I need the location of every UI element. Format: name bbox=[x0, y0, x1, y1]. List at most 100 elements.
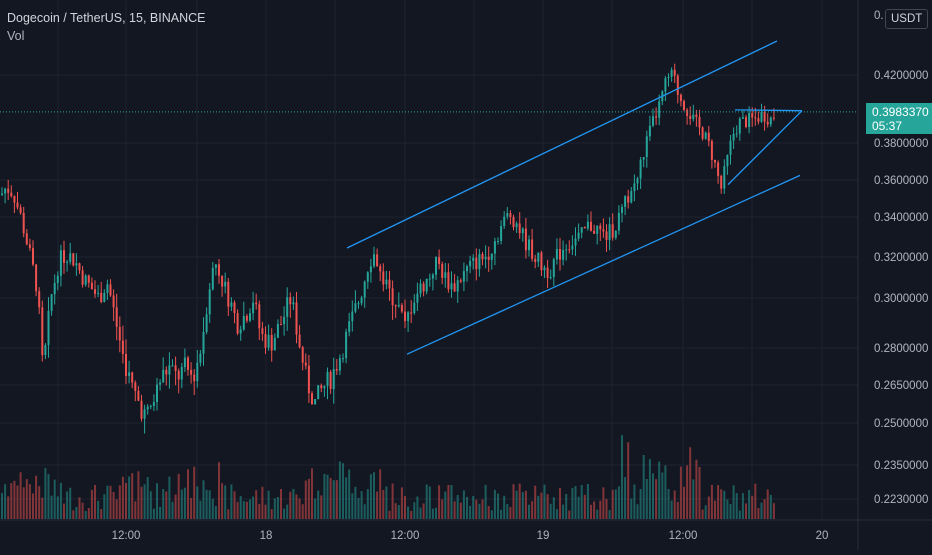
volume-bar bbox=[481, 499, 484, 519]
volume-bar bbox=[583, 494, 586, 519]
volume-bar bbox=[475, 499, 478, 519]
volume-bar bbox=[94, 484, 96, 519]
candle-body bbox=[707, 132, 710, 142]
candle-body bbox=[221, 275, 224, 287]
volume-bar bbox=[450, 484, 453, 519]
volume-bar bbox=[13, 480, 16, 519]
candle-body bbox=[617, 212, 620, 231]
price-tick-label: 0.2800000 bbox=[874, 343, 928, 355]
candle-body bbox=[689, 115, 692, 120]
candle-body bbox=[314, 399, 317, 405]
candle-body bbox=[475, 257, 478, 270]
candle-body bbox=[655, 116, 658, 118]
volume-bar bbox=[165, 491, 168, 519]
candle-body bbox=[351, 311, 354, 322]
price-tick-label: 0.3400000 bbox=[874, 212, 928, 224]
volume-bar bbox=[503, 495, 506, 519]
volume-bar bbox=[568, 510, 571, 519]
price-tick-label: 0.2350000 bbox=[874, 460, 928, 472]
candle-body bbox=[639, 159, 642, 179]
candle-body bbox=[391, 288, 394, 306]
candle-body bbox=[472, 257, 475, 261]
candle-body bbox=[174, 365, 177, 371]
last-price-badge: 0.3983370 05:37 bbox=[866, 103, 932, 134]
candle-body bbox=[66, 261, 69, 263]
candle-body bbox=[376, 254, 379, 267]
volume-bar bbox=[478, 503, 481, 519]
candle-body bbox=[760, 112, 763, 122]
candle-body bbox=[131, 372, 134, 383]
candle-body bbox=[264, 333, 267, 348]
candle-body bbox=[109, 284, 112, 296]
candle-body bbox=[462, 271, 465, 282]
volume-bar bbox=[586, 484, 589, 519]
volume-bar bbox=[112, 492, 115, 519]
candle-body bbox=[512, 217, 515, 228]
candle-body bbox=[413, 302, 416, 313]
currency-badge[interactable]: USDT bbox=[885, 9, 929, 29]
volume-bar bbox=[317, 490, 320, 519]
candle-body bbox=[441, 263, 444, 278]
volume-bar bbox=[732, 485, 735, 519]
volume-bar bbox=[524, 490, 527, 519]
candle-body bbox=[503, 216, 506, 227]
volume-bar bbox=[400, 487, 403, 519]
volume-bar bbox=[75, 506, 78, 519]
time-tick-label: 18 bbox=[260, 530, 273, 542]
volume-bar bbox=[211, 498, 214, 519]
candle-body bbox=[729, 140, 732, 155]
candle-body bbox=[509, 213, 512, 218]
candle-body bbox=[249, 313, 251, 321]
candle-body bbox=[704, 132, 707, 139]
volume-bar bbox=[484, 484, 487, 519]
candle-body bbox=[531, 239, 534, 259]
candle-body bbox=[230, 302, 233, 307]
candle-body bbox=[720, 175, 723, 189]
volume-bar bbox=[242, 501, 245, 519]
volume-bar bbox=[332, 480, 335, 519]
trendline-layer bbox=[346, 40, 803, 355]
candle-body bbox=[25, 233, 28, 245]
candle-body bbox=[311, 393, 313, 405]
time-tick-label: 12:00 bbox=[112, 530, 141, 542]
candle-body bbox=[218, 264, 220, 276]
candle-body bbox=[267, 334, 270, 348]
volume-bar bbox=[360, 491, 363, 519]
candle-body bbox=[75, 263, 78, 266]
candle-body bbox=[497, 241, 499, 243]
time-axis-bg bbox=[0, 520, 932, 550]
candle-body bbox=[710, 141, 713, 160]
candle-body bbox=[168, 365, 171, 375]
volume-bar bbox=[772, 503, 775, 519]
candle-body bbox=[121, 340, 124, 354]
candle-body bbox=[605, 231, 608, 240]
candle-body bbox=[435, 257, 437, 275]
volume-bar bbox=[283, 508, 286, 519]
candle-body bbox=[162, 369, 165, 383]
candle-body bbox=[565, 249, 568, 251]
volume-bar bbox=[128, 476, 131, 519]
volume-bar bbox=[301, 504, 304, 519]
volume-bar bbox=[25, 479, 28, 519]
volume-bar bbox=[78, 497, 81, 519]
candle-body bbox=[500, 226, 503, 242]
volume-bar bbox=[183, 487, 186, 519]
candle-body bbox=[679, 94, 682, 102]
candle-body bbox=[140, 400, 143, 419]
volume-bar bbox=[704, 505, 707, 519]
candle-body bbox=[94, 289, 96, 294]
candle-body bbox=[388, 279, 391, 289]
candle-body bbox=[385, 279, 388, 285]
volume-bar bbox=[180, 489, 183, 519]
volume-bar bbox=[611, 489, 614, 519]
candle-body bbox=[658, 101, 661, 118]
candle-body bbox=[397, 304, 400, 307]
volume-bar bbox=[280, 488, 282, 519]
time-tick-label: 12:00 bbox=[669, 530, 698, 542]
volume-layer bbox=[1, 435, 775, 519]
candle-body bbox=[633, 183, 636, 192]
candle-body bbox=[469, 260, 472, 267]
volume-bar bbox=[149, 491, 152, 519]
